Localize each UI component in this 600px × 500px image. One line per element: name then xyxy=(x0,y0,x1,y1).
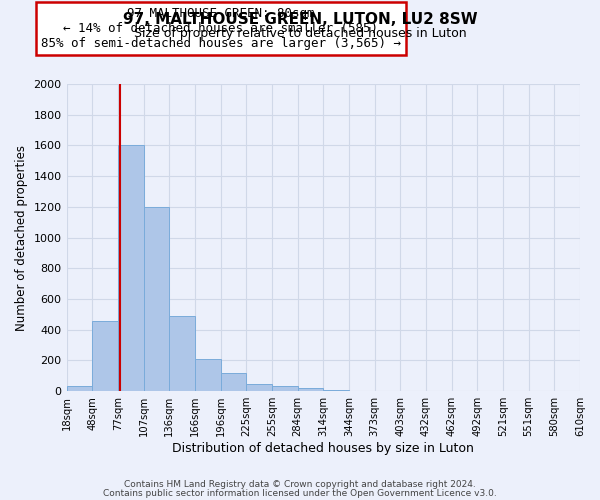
Bar xyxy=(298,388,323,391)
Bar xyxy=(195,359,221,391)
Bar xyxy=(92,320,118,391)
Text: 97, MALTHOUSE GREEN, LUTON, LU2 8SW: 97, MALTHOUSE GREEN, LUTON, LU2 8SW xyxy=(122,12,478,28)
Text: Size of property relative to detached houses in Luton: Size of property relative to detached ho… xyxy=(134,28,466,40)
Bar xyxy=(143,207,169,391)
Text: Contains public sector information licensed under the Open Government Licence v3: Contains public sector information licen… xyxy=(103,488,497,498)
Bar xyxy=(67,386,92,391)
X-axis label: Distribution of detached houses by size in Luton: Distribution of detached houses by size … xyxy=(172,442,474,455)
Bar xyxy=(221,373,246,391)
Text: Contains HM Land Registry data © Crown copyright and database right 2024.: Contains HM Land Registry data © Crown c… xyxy=(124,480,476,489)
Bar xyxy=(118,146,143,391)
Text: 97 MALTHOUSE GREEN: 80sqm
← 14% of detached houses are smaller (585)
85% of semi: 97 MALTHOUSE GREEN: 80sqm ← 14% of detac… xyxy=(41,7,401,50)
Bar xyxy=(323,390,349,391)
Bar xyxy=(246,384,272,391)
Bar xyxy=(169,316,195,391)
Bar xyxy=(272,386,298,391)
Y-axis label: Number of detached properties: Number of detached properties xyxy=(15,144,28,330)
